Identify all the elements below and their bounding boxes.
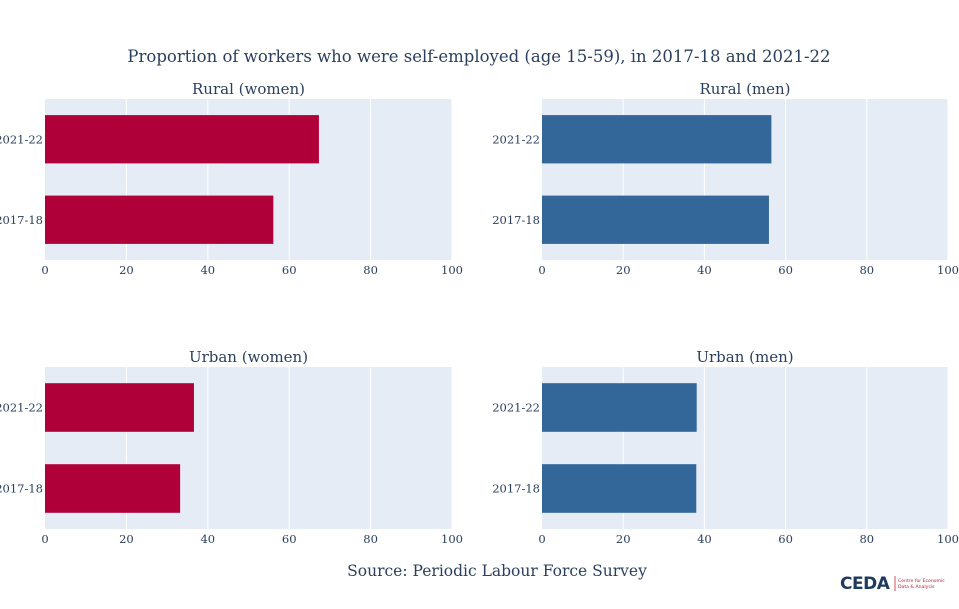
x-tick-label: 40 (697, 532, 712, 546)
bar-2021-22 (45, 115, 319, 164)
x-tick-label: 100 (441, 263, 463, 277)
x-tick-label: 80 (859, 263, 874, 277)
bar-2017-18 (45, 195, 274, 244)
bar-2017-18 (542, 464, 697, 513)
bar-2021-22 (45, 383, 194, 432)
x-tick-label: 0 (538, 532, 545, 546)
x-tick-label: 60 (778, 532, 793, 546)
chart-title: Proportion of workers who were self-empl… (127, 47, 830, 66)
panel-4: 2021-22 2017-18 0 20 40 60 80 100 Urban (men) (492, 348, 959, 546)
panel-2: 2021-22 2017-18 0 20 40 60 80 100 Rural (men) (492, 80, 959, 277)
x-tick-label: 0 (538, 263, 545, 277)
x-tick-label: 20 (616, 532, 631, 546)
x-tick-label: 80 (363, 532, 378, 546)
x-tick-label: 80 (859, 532, 874, 546)
x-tick-label: 60 (282, 532, 297, 546)
subplot-title: Urban (men) (696, 348, 793, 366)
y-tick-label: 2017-18 (492, 482, 540, 496)
panel-3: 2021-22 2017-18 0 20 40 60 80 100 Urban (women) (0, 348, 463, 546)
bar-2021-22 (542, 383, 697, 432)
x-tick-label: 100 (441, 532, 463, 546)
x-tick-label: 20 (119, 532, 134, 546)
logo-line-1: Centre for Economic (898, 578, 945, 584)
x-tick-label: 60 (282, 263, 297, 277)
bar-2017-18 (45, 464, 181, 513)
x-tick-label: 0 (41, 263, 48, 277)
x-tick-label: 20 (119, 263, 134, 277)
panel-1: 2021-22 2017-18 0 20 40 60 80 100 Rural (women) (0, 80, 463, 277)
subplot-title: Rural (men) (699, 80, 790, 98)
x-tick-label: 20 (616, 263, 631, 277)
x-tick-label: 100 (937, 532, 959, 546)
y-tick-label: 2021-22 (492, 401, 540, 415)
y-tick-label: 2017-18 (0, 482, 43, 496)
y-tick-label: 2021-22 (492, 132, 540, 146)
source-note: Source: Periodic Labour Force Survey (347, 562, 647, 580)
subplot-title: Rural (women) (192, 80, 305, 98)
subplot-title: Urban (women) (189, 348, 308, 366)
y-tick-label: 2021-22 (0, 401, 43, 415)
x-tick-label: 40 (697, 263, 712, 277)
logo-line-2: Data & Analysis (898, 584, 935, 590)
x-tick-label: 40 (200, 532, 215, 546)
x-tick-label: 0 (41, 532, 48, 546)
y-tick-label: 2021-22 (0, 132, 43, 146)
y-tick-label: 2017-18 (492, 213, 540, 227)
x-tick-label: 100 (937, 263, 959, 277)
x-tick-label: 60 (778, 263, 793, 277)
x-tick-label: 40 (200, 263, 215, 277)
logo-wordmark: CEDA (840, 574, 891, 594)
ceda-logo: CEDA Centre for Economic Data & Analysis (840, 574, 945, 594)
x-tick-label: 80 (363, 263, 378, 277)
y-tick-label: 2017-18 (0, 213, 43, 227)
bar-2017-18 (542, 195, 769, 244)
bar-2021-22 (542, 115, 772, 164)
